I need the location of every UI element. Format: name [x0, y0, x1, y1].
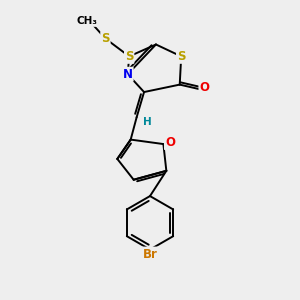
Text: H: H — [143, 117, 152, 127]
Text: S: S — [125, 50, 134, 63]
Text: O: O — [165, 136, 175, 149]
Text: O: O — [200, 81, 209, 94]
Text: CH₃: CH₃ — [76, 16, 97, 26]
Text: S: S — [101, 32, 110, 45]
Text: Br: Br — [142, 248, 158, 260]
Text: S: S — [177, 50, 185, 63]
Text: N: N — [123, 68, 133, 81]
